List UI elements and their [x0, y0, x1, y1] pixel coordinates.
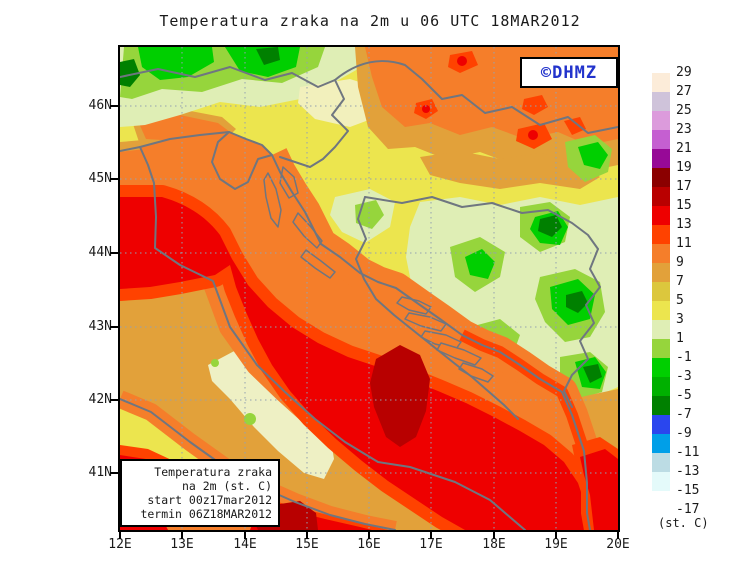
info-line-3: start 00z17mar2012	[147, 493, 272, 507]
lon-axis-tick	[181, 532, 183, 539]
map-panel: ©DHMZ Temperatura zraka na 2m (st. C) st…	[118, 45, 620, 532]
colorbar-tick-label: -1	[676, 350, 692, 365]
colorbar-swatch	[652, 301, 670, 320]
colorbar-tick-label: 13	[676, 217, 692, 232]
lat-axis-tick	[110, 178, 118, 180]
colorbar-swatch	[652, 149, 670, 168]
lat-axis-tick	[110, 399, 118, 401]
colorbar-tick-label: -15	[676, 483, 700, 498]
map-info-box: Temperatura zraka na 2m (st. C) start 00…	[120, 459, 280, 527]
colorbar-swatch	[652, 396, 670, 415]
lon-axis-label: 15E	[295, 537, 319, 552]
lon-axis-tick	[430, 532, 432, 539]
dhmz-copyright-label: ©DHMZ	[540, 62, 598, 83]
colorbar-tick-label: 25	[676, 103, 692, 118]
info-line-4: termin 06Z18MAR2012	[140, 507, 272, 521]
colorbar-swatch	[652, 472, 670, 491]
dhmz-copyright-badge: ©DHMZ	[520, 57, 618, 88]
colorbar-swatch	[652, 73, 670, 92]
lon-axis-tick	[617, 532, 619, 539]
islands	[263, 166, 494, 383]
lon-axis-tick	[368, 532, 370, 539]
colorbar-swatch	[652, 491, 670, 510]
info-line-2: na 2m (st. C)	[181, 479, 272, 493]
lon-axis-label: 13E	[170, 537, 194, 552]
colorbar-tick-label: 1	[676, 331, 684, 346]
page-title: Temperatura zraka na 2m u 06 UTC 18MAR20…	[159, 12, 581, 30]
map-svg	[120, 47, 618, 530]
lon-axis-label: 16E	[357, 537, 381, 552]
lon-axis-tick	[244, 532, 246, 539]
colorbar-tick-label: 11	[676, 236, 692, 251]
colorbar-tick-label: -7	[676, 407, 692, 422]
colorbar-tick-label: 17	[676, 179, 692, 194]
colorbar-tick-label: 7	[676, 274, 684, 289]
info-line-1: Temperatura zraka	[154, 465, 272, 479]
lon-axis-tick	[306, 532, 308, 539]
lon-axis-tick	[119, 532, 121, 539]
colorbar-tick-label: 29	[676, 65, 692, 80]
colorbar-tick-label: 5	[676, 293, 684, 308]
colorbar-swatch	[652, 130, 670, 149]
colorbar-tick-label: -17	[676, 502, 700, 517]
colorbar-swatch	[652, 339, 670, 358]
colorbar-swatch	[652, 244, 670, 263]
colorbar-tick-label: -3	[676, 369, 692, 384]
colorbar-tick-label: 19	[676, 160, 692, 175]
lat-axis-label: 42N	[88, 392, 112, 407]
colorbar-tick-label: 27	[676, 84, 692, 99]
lat-axis-tick	[110, 105, 118, 107]
colorbar-tick-label: -11	[676, 445, 700, 460]
lat-axis-label: 43N	[88, 319, 112, 334]
lon-axis-label: 20E	[606, 537, 630, 552]
colorbar-tick-label: 3	[676, 312, 684, 327]
lon-axis-label: 12E	[108, 537, 132, 552]
colorbar-swatch	[652, 92, 670, 111]
colorbar-tick-label: -13	[676, 464, 700, 479]
lon-axis-label: 14E	[233, 537, 257, 552]
lat-axis-label: 45N	[88, 171, 112, 186]
lat-axis-label: 46N	[88, 98, 112, 113]
lat-axis-tick	[110, 326, 118, 328]
colorbar-swatch	[652, 453, 670, 472]
colorbar-tick-label: 9	[676, 255, 684, 270]
colorbar-tick-label: 15	[676, 198, 692, 213]
colorbar-tick-label: -5	[676, 388, 692, 403]
lat-axis-label: 44N	[88, 245, 112, 260]
colorbar-swatch	[652, 168, 670, 187]
colorbar-swatch	[652, 263, 670, 282]
colorbar-tick-label: 23	[676, 122, 692, 137]
lon-axis-label: 19E	[544, 537, 568, 552]
lon-axis-tick	[555, 532, 557, 539]
colorbar-tick-label: -9	[676, 426, 692, 441]
colorbar-swatch	[652, 225, 670, 244]
colorbar-swatch	[652, 358, 670, 377]
lat-axis-tick	[110, 252, 118, 254]
lat-axis-tick	[110, 472, 118, 474]
colorbar-swatch	[652, 320, 670, 339]
colorbar-swatch	[652, 111, 670, 130]
colorbar-swatch	[652, 206, 670, 225]
lon-axis-tick	[493, 532, 495, 539]
lat-axis-label: 41N	[88, 465, 112, 480]
colorbar-swatch	[652, 187, 670, 206]
lon-axis-label: 17E	[419, 537, 443, 552]
colorbar-swatch	[652, 434, 670, 453]
lon-axis-label: 18E	[482, 537, 506, 552]
colorbar-tick-label: 21	[676, 141, 692, 156]
colorbar-swatch	[652, 377, 670, 396]
colorbar-swatch	[652, 282, 670, 301]
colorbar-unit-label: (st. C)	[658, 516, 709, 530]
colorbar-swatch	[652, 415, 670, 434]
